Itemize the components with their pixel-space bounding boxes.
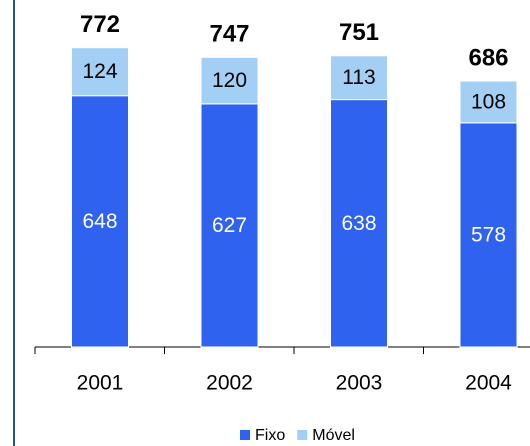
legend-label: Móvel	[312, 427, 355, 444]
value-label: 113	[342, 66, 375, 89]
value-label: 124	[82, 60, 117, 83]
legend-label: Fixo	[255, 427, 285, 444]
value-label: 578	[471, 223, 506, 246]
x-tick-label: 2003	[336, 372, 383, 395]
x-tick-label: 2001	[77, 372, 124, 395]
bar-segment	[200, 56, 259, 105]
total-label: 747	[209, 21, 249, 48]
bar-segment	[459, 80, 518, 124]
bar-segment	[330, 55, 388, 101]
legend-swatch	[240, 430, 250, 440]
value-label: 638	[341, 212, 376, 235]
value-label: 108	[471, 90, 506, 113]
total-label: 772	[80, 11, 120, 38]
bar-segment	[459, 122, 518, 348]
value-label: 120	[212, 69, 247, 92]
legend-swatch	[297, 430, 308, 440]
bar-segment	[200, 103, 259, 348]
value-label: 648	[82, 210, 117, 233]
total-label: 686	[468, 44, 508, 71]
total-label: 751	[339, 19, 379, 46]
x-tick-label: 2004	[465, 372, 512, 395]
value-label: 627	[212, 214, 247, 237]
x-tick-label: 2002	[206, 372, 253, 395]
bar-segment	[330, 99, 388, 348]
bar-segment	[71, 47, 129, 97]
bar-segment	[71, 95, 129, 348]
